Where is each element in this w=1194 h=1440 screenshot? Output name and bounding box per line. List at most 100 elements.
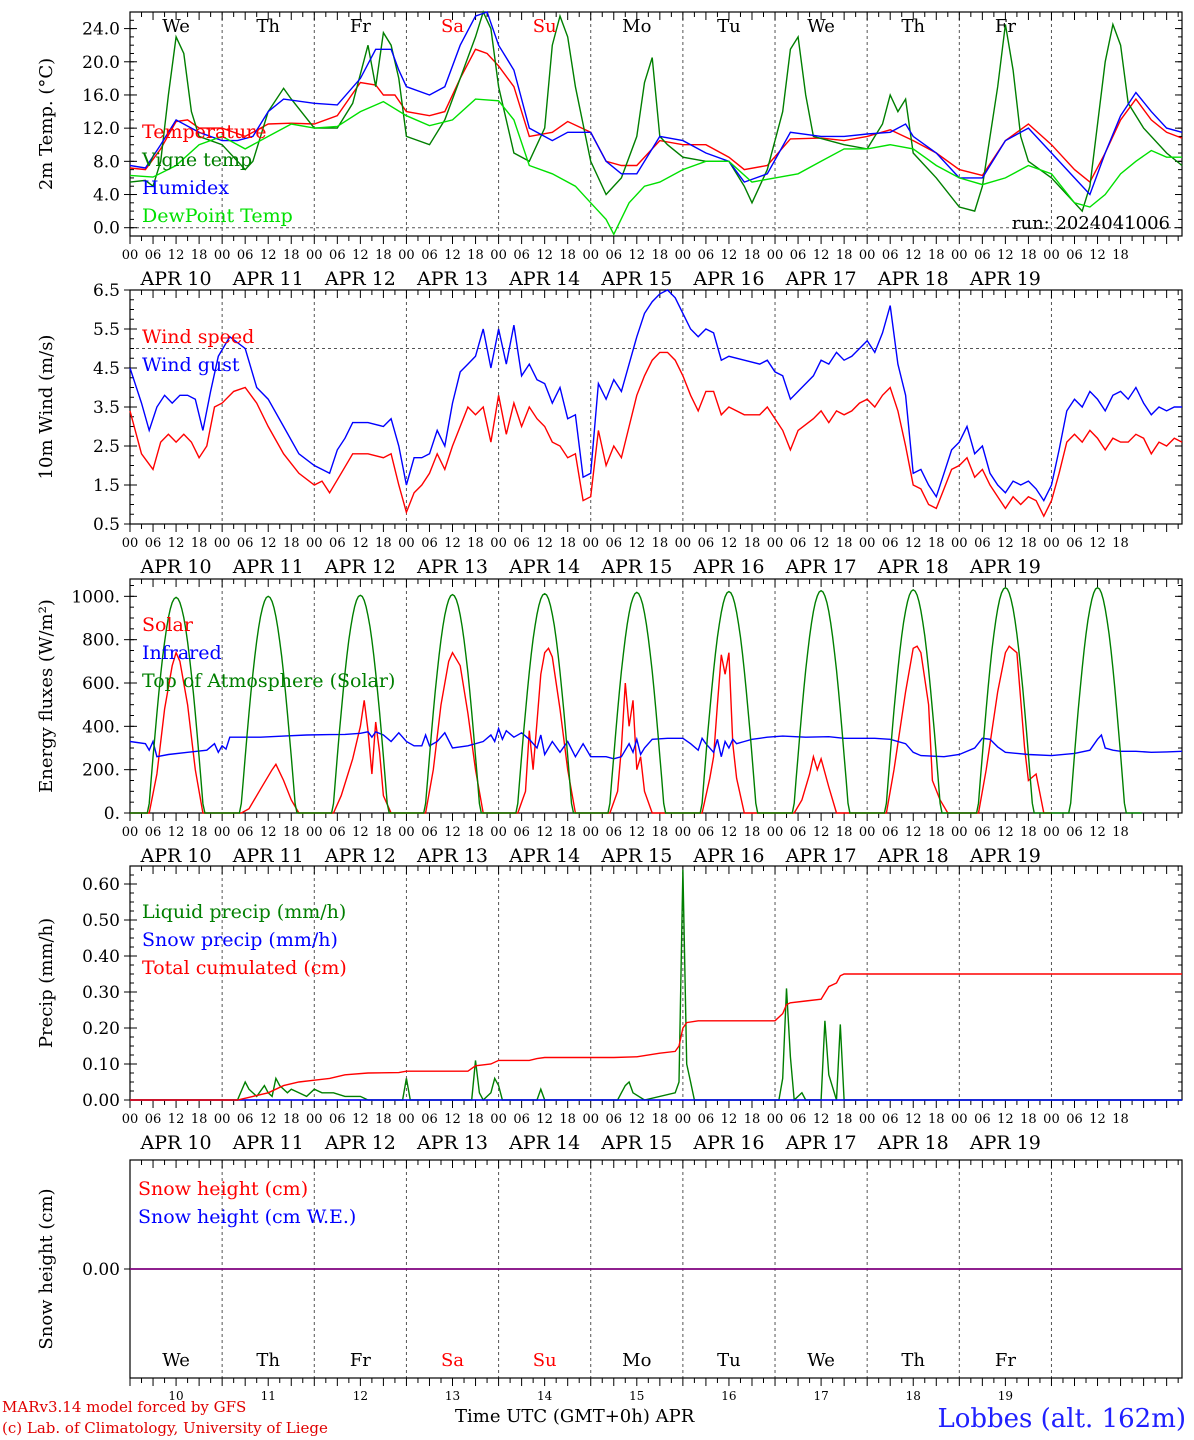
x-hour-label: 18 — [283, 825, 300, 840]
x-hour-label: 18 — [652, 825, 669, 840]
y-tick-label: 16.0 — [82, 86, 120, 106]
x-hour-label: 12 — [721, 536, 738, 551]
day-name: Fr — [350, 1350, 371, 1371]
series-line-liquid-precip-mm-h- — [130, 869, 1182, 1102]
plot-frame — [129, 289, 1183, 525]
x-hour-label: 18 — [1112, 536, 1129, 551]
y-tick-label: 600. — [82, 674, 120, 694]
day-name: We — [807, 1350, 835, 1371]
y-tick-label: 0.30 — [82, 983, 120, 1003]
x-hour-label: 18 — [836, 536, 853, 551]
x-date-label: APR 15 — [600, 1132, 672, 1154]
x-hour-label: 06 — [329, 825, 346, 840]
day-name: Mo — [622, 1350, 651, 1371]
x-hour-label: 00 — [306, 536, 323, 551]
x-hour-label: 12 — [260, 248, 277, 263]
legend-entry: Vigne temp — [141, 149, 252, 171]
series-line-top-of-atmosphere-solar- — [130, 586, 1142, 814]
x-date-label: APR 17 — [785, 268, 857, 290]
x-hour-label: 18 — [1020, 248, 1037, 263]
x-hour-label: 18 — [559, 825, 576, 840]
plot-frame — [129, 578, 1183, 814]
x-date-label: APR 15 — [600, 556, 672, 578]
x-hour-label: 18 — [652, 248, 669, 263]
x-hour-label: 18 — [559, 536, 576, 551]
x-hour-label: 06 — [882, 1112, 899, 1127]
x-date-label: APR 17 — [785, 556, 857, 578]
x-hour-label: 06 — [790, 248, 807, 263]
x-hour-label: 12 — [997, 1112, 1014, 1127]
x-date-label: APR 18 — [877, 1132, 949, 1154]
x-hour-label: 00 — [859, 248, 876, 263]
x-date-label: APR 10 — [140, 556, 212, 578]
x-date-label: APR 12 — [324, 268, 396, 290]
x-hour-label: 12 — [813, 248, 830, 263]
y-tick-label: 400. — [82, 717, 120, 737]
legend-entry: Solar — [142, 614, 194, 636]
plot-frame — [129, 11, 1183, 237]
x-hour-label: 00 — [122, 536, 139, 551]
x-hour-label: 06 — [421, 1112, 438, 1127]
x-date-label: APR 17 — [785, 1132, 857, 1154]
x-hour-label: 06 — [605, 825, 622, 840]
series-line-wind-speed — [129, 351, 1183, 518]
day-name: Su — [533, 1350, 557, 1371]
x-hour-label: 06 — [145, 248, 162, 263]
y-axis-label: 2m Temp. (°C) — [36, 58, 57, 190]
x-date-label: APR 13 — [416, 845, 488, 867]
x-hour-label: 06 — [974, 1112, 991, 1127]
x-hour-label: 00 — [398, 248, 415, 263]
x-hour-label: 06 — [698, 825, 715, 840]
y-tick-label: 1000. — [71, 587, 120, 607]
x-hour-label: 12 — [997, 248, 1014, 263]
x-hour-label: 06 — [1066, 825, 1083, 840]
x-hour-label: 18 — [836, 248, 853, 263]
x-hour-label: 18 — [191, 536, 208, 551]
panel-2: 10m Wind (m/s) — [36, 289, 1183, 532]
x-hour-label: 06 — [605, 248, 622, 263]
x-hour-label: 00 — [675, 248, 692, 263]
x-hour-label: 00 — [675, 536, 692, 551]
x-hour-label: 12 — [168, 536, 185, 551]
run-label: run: 2024041006 — [1012, 213, 1170, 234]
x-date-label: APR 12 — [324, 845, 396, 867]
x-hour-label: 12 — [444, 1112, 461, 1127]
y-tick-label: 0.00 — [82, 1260, 120, 1280]
x-hour-label: 12 — [905, 248, 922, 263]
day-name: Th — [256, 1350, 280, 1371]
x-hour-label: 18 — [1020, 1112, 1037, 1127]
x-date-label: APR 12 — [324, 556, 396, 578]
y-tick-label: 200. — [82, 761, 120, 781]
x-hour-label: 06 — [605, 1112, 622, 1127]
x-date-label: APR 14 — [508, 268, 580, 290]
x-hour-label: 00 — [767, 248, 784, 263]
x-hour-label: 06 — [329, 1112, 346, 1127]
x-hour-label: 06 — [974, 825, 991, 840]
x-date-label: APR 19 — [969, 556, 1041, 578]
x-hour-label: 06 — [421, 536, 438, 551]
x-date-label: APR 17 — [785, 845, 857, 867]
x-hour-label: 06 — [974, 248, 991, 263]
day-number: 13 — [445, 1389, 460, 1403]
legend-entry: Wind gust — [142, 354, 240, 376]
x-hour-label: 12 — [813, 1112, 830, 1127]
x-date-label: APR 16 — [692, 845, 764, 867]
y-tick-label: 12.0 — [82, 119, 120, 139]
x-hour-label: 00 — [859, 1112, 876, 1127]
y-tick-label: 0.20 — [82, 1019, 120, 1039]
series-line-vigne-temp — [129, 10, 1183, 213]
x-hour-label: 12 — [813, 536, 830, 551]
x-hour-label: 18 — [928, 248, 945, 263]
day-name: Sa — [441, 1350, 464, 1371]
x-hour-label: 18 — [744, 1112, 761, 1127]
panel-4: Precip (mm/h) — [36, 865, 1183, 1108]
x-hour-label: 12 — [444, 536, 461, 551]
x-hour-label: 00 — [398, 1112, 415, 1127]
day-number: 14 — [537, 1389, 553, 1403]
y-tick-label: 0.5 — [93, 515, 120, 535]
x-hour-label: 12 — [260, 825, 277, 840]
x-hour-label: 06 — [513, 536, 530, 551]
x-hour-label: 06 — [698, 1112, 715, 1127]
y-axis-label: Snow height (cm) — [36, 1188, 57, 1349]
series-line-dewpoint-temp — [129, 98, 1182, 236]
